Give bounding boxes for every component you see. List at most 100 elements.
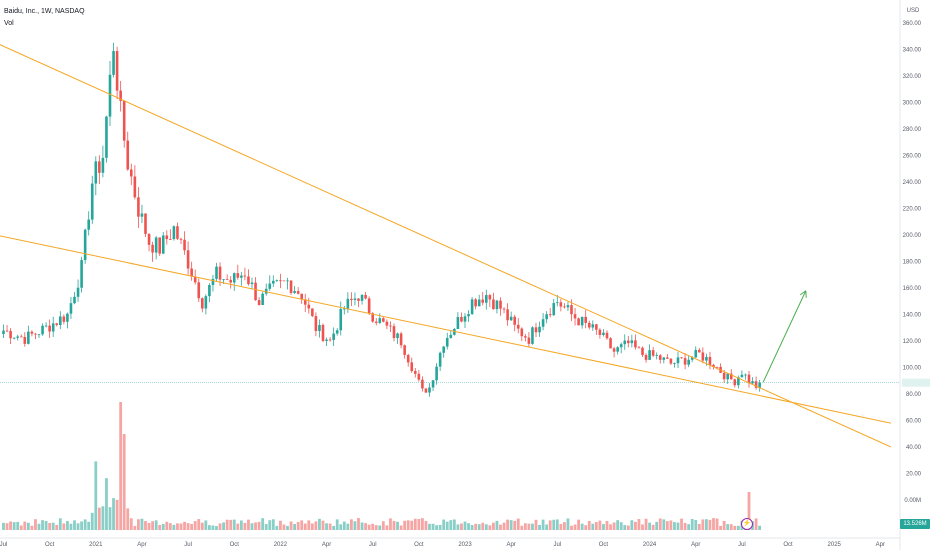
volume-bar (584, 525, 588, 530)
volume-bar (122, 434, 126, 530)
volume-bar (9, 521, 12, 530)
lower-trendline[interactable] (0, 235, 892, 424)
price-axis[interactable]: 380.00 360.00 340.00 320.00 300.00 280.00 260.… (902, 0, 930, 504)
volume-bar (179, 523, 183, 530)
candle (240, 272, 243, 286)
volume-bar (424, 520, 428, 530)
volume-bar (293, 523, 296, 530)
volume-bar (538, 524, 541, 530)
candle (151, 241, 154, 262)
price-tick-label: 200.00 (903, 233, 922, 239)
candle (751, 377, 754, 385)
volume-bar (12, 522, 16, 530)
volume-bar (492, 522, 495, 530)
volume-legend[interactable]: Vol (4, 20, 14, 27)
volume-bar (389, 518, 392, 530)
candle (502, 307, 506, 314)
time-tick-label: Oct (414, 542, 424, 548)
candle (161, 232, 165, 255)
volume-bar (357, 518, 360, 530)
volume-bar (339, 524, 343, 530)
volume-bar (62, 523, 66, 530)
volume-bar (165, 521, 169, 530)
candle (282, 280, 286, 282)
volume-bar (80, 521, 83, 530)
upper-trendline[interactable] (0, 43, 892, 448)
candle (108, 60, 112, 126)
volume-bar (612, 522, 616, 530)
time-axis[interactable]: Jul Oct 2021 Apr Jul Oct 2022 Apr Jul Oct 2023 Apr J… (0, 542, 885, 548)
volume-bar (520, 525, 524, 530)
candle (580, 316, 584, 329)
volume-bar (442, 519, 446, 530)
candle (548, 307, 552, 318)
volume-bar (307, 520, 311, 530)
time-tick-label: 2022 (274, 542, 288, 548)
volume-bar (48, 522, 52, 530)
candle (186, 241, 190, 275)
volume-bar (172, 524, 176, 530)
candle (250, 277, 254, 290)
candle (435, 363, 438, 385)
volume-bar (609, 524, 612, 530)
volume-bar (587, 521, 591, 530)
volume-bar (619, 522, 623, 530)
candle (300, 293, 303, 304)
candle (701, 347, 705, 364)
projection-arrow[interactable] (762, 290, 807, 383)
candle (268, 275, 272, 291)
candle (470, 297, 474, 315)
volume-bar (147, 523, 151, 530)
symbol-title[interactable]: Baidu, Inc., 1W, NASDAQ (4, 8, 85, 15)
time-tick-label: 2025 (828, 542, 842, 548)
candle (229, 276, 232, 289)
candle (254, 277, 257, 301)
candle (62, 314, 66, 325)
volume-bar (303, 523, 307, 530)
candle (666, 354, 669, 359)
volume-bar (193, 521, 197, 530)
time-tick-label: 2021 (89, 542, 103, 548)
candle (27, 325, 30, 345)
volume-bar (602, 524, 605, 530)
volume-bar (325, 523, 328, 530)
lightning-icon[interactable]: ⚡ (741, 518, 753, 530)
volume-bar (23, 521, 27, 530)
volume-bar (722, 520, 726, 530)
candle (584, 309, 587, 329)
volume-bar (55, 524, 59, 530)
volume-bar (513, 520, 517, 530)
candle (296, 287, 300, 295)
candle (403, 344, 406, 359)
candle (655, 352, 658, 360)
candle (648, 344, 651, 360)
volume-bar (708, 519, 712, 530)
volume-bar (367, 524, 371, 530)
candle (126, 131, 130, 171)
candle (364, 291, 367, 300)
candle (44, 322, 48, 328)
volume-bar (158, 525, 162, 530)
candle (506, 303, 509, 326)
volume-bar (289, 521, 293, 530)
candle (531, 326, 534, 345)
candle (662, 356, 666, 364)
candle (382, 317, 385, 323)
candle (634, 334, 637, 350)
volume-bar (168, 523, 172, 530)
volume-bar (541, 519, 545, 530)
candle (12, 337, 16, 340)
candle (357, 298, 360, 308)
candle (616, 346, 619, 355)
candle (343, 305, 346, 315)
volume-bar (129, 518, 133, 530)
volume-bar (108, 507, 112, 530)
volume-bar (115, 499, 119, 530)
candle (499, 297, 502, 316)
candle (335, 328, 339, 336)
candle (669, 358, 673, 365)
candle (211, 274, 215, 292)
candle (41, 323, 44, 336)
candle (467, 310, 470, 322)
